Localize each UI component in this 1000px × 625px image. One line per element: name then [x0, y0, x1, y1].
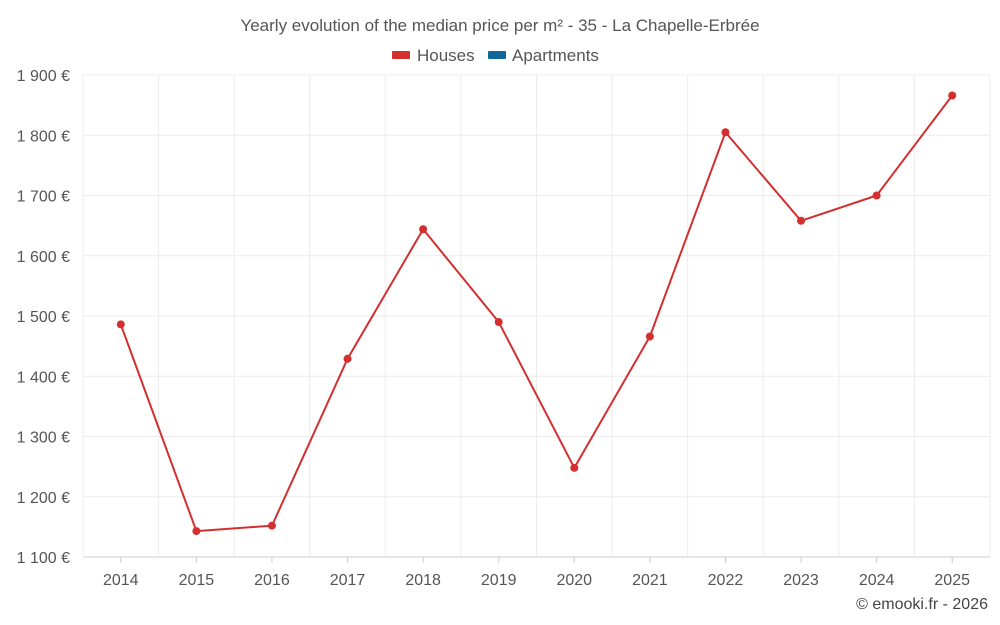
houses-point-2014[interactable]: [116, 320, 125, 329]
y-tick-label: 1 200 €: [17, 490, 70, 507]
legend-item-apartments[interactable]: Apartments: [488, 46, 599, 65]
y-tick-label: 1 800 €: [17, 128, 70, 145]
x-tick-label: 2022: [708, 572, 744, 589]
x-tick-label: 2023: [783, 572, 819, 589]
x-tick-label: 2019: [481, 572, 517, 589]
y-tick-label: 1 400 €: [17, 369, 70, 386]
y-tick-label: 1 600 €: [17, 249, 70, 266]
legend: Houses Apartments: [392, 46, 599, 65]
y-tick-label: 1 900 €: [17, 68, 70, 85]
x-tick-label: 2016: [254, 572, 290, 589]
houses-point-2024[interactable]: [872, 191, 881, 200]
legend-swatch-houses: [392, 51, 410, 59]
houses-point-2025[interactable]: [948, 91, 957, 100]
legend-item-houses[interactable]: Houses: [392, 46, 475, 65]
y-tick-label: 1 300 €: [17, 430, 70, 447]
grid: [82, 74, 991, 558]
chart-title: Yearly evolution of the median price per…: [240, 16, 759, 35]
houses-point-2020[interactable]: [570, 463, 579, 472]
houses-point-2021[interactable]: [645, 332, 654, 341]
houses-point-2023[interactable]: [797, 216, 806, 225]
y-tick-label: 1 700 €: [17, 189, 70, 206]
x-tick-label: 2015: [179, 572, 215, 589]
houses-point-2015[interactable]: [192, 527, 201, 536]
series-houses: [116, 91, 957, 536]
houses-point-2022[interactable]: [721, 128, 730, 137]
legend-label-apartments: Apartments: [512, 46, 599, 65]
y-axis: 1 100 € 1 200 € 1 300 € 1 400 € 1 500 € 1 600…: [17, 68, 70, 567]
y-tick-label: 1 500 €: [17, 309, 70, 326]
x-tick-label: 2024: [859, 572, 895, 589]
legend-swatch-apartments: [488, 51, 506, 59]
x-tick-label: 2017: [330, 572, 366, 589]
x-tick-label: 2018: [405, 572, 441, 589]
legend-label-houses: Houses: [417, 46, 475, 65]
x-tick-label: 2025: [934, 572, 970, 589]
houses-point-2016[interactable]: [267, 521, 276, 530]
houses-point-2019[interactable]: [494, 318, 503, 327]
houses-line: [119, 94, 954, 533]
credit-text: © emooki.fr - 2026: [856, 596, 988, 613]
x-tick-label: 2020: [556, 572, 592, 589]
x-tick-label: 2021: [632, 572, 668, 589]
y-tick-label: 1 100 €: [17, 550, 70, 567]
houses-point-2017[interactable]: [343, 354, 352, 363]
x-axis: 2014 2015 2016 2017 2018 2019 2020 2021 2022 2023…: [103, 557, 970, 589]
houses-point-2018[interactable]: [419, 225, 428, 234]
x-tick-label: 2014: [103, 572, 139, 589]
